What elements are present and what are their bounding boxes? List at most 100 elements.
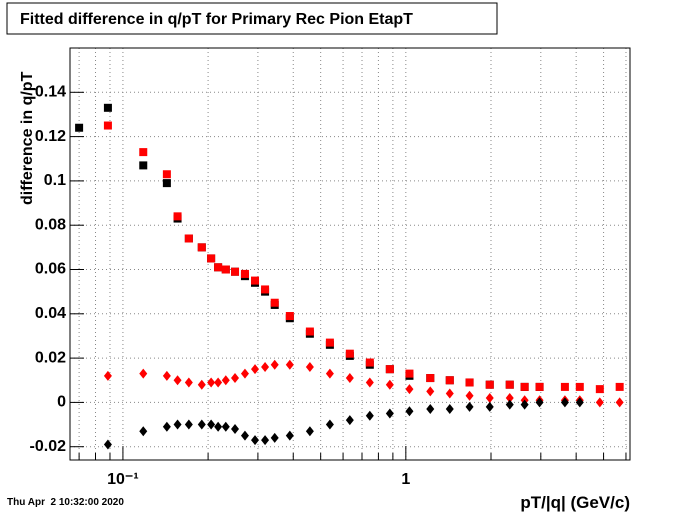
plot-area: 10⁻¹ 1 -0.02 0 0.02 0.04 0.06 0.08 0.1 0.12 0.14 [30, 47, 631, 488]
y-tick-label: 0.14 [35, 84, 66, 101]
diamond-marker [426, 404, 435, 415]
square-marker [345, 349, 354, 358]
diamond-marker [285, 359, 294, 370]
diamond-marker [231, 373, 240, 384]
diamond-marker [505, 392, 514, 403]
square-marker [162, 170, 171, 179]
diamond-marker [270, 359, 279, 370]
chart-title: Fitted difference in q/pT for Primary Re… [20, 11, 413, 28]
diamond-marker [162, 421, 171, 432]
diamond-marker [197, 419, 206, 430]
square-marker [575, 382, 584, 391]
square-marker [365, 358, 374, 367]
diamond-marker [445, 388, 454, 399]
square-marker [535, 382, 544, 391]
square-marker [197, 243, 206, 252]
square-marker [231, 267, 240, 276]
diamond-marker [615, 397, 624, 408]
diamond-marker [103, 370, 112, 381]
diamond-marker [214, 377, 223, 388]
diamond-marker [485, 401, 494, 412]
square-marker [285, 312, 294, 321]
x-tick-label: 1 [401, 471, 410, 488]
y-tick-label: 0 [57, 394, 66, 411]
diamond-marker [103, 439, 112, 450]
y-tick-label: -0.02 [30, 438, 67, 455]
square-marker [173, 212, 182, 221]
diamond-marker [365, 410, 374, 421]
y-tick-label: 0.12 [35, 128, 66, 145]
square-marker [184, 234, 193, 243]
diamond-marker [285, 430, 294, 441]
square-marker [75, 123, 84, 132]
square-marker [385, 365, 394, 374]
square-marker [207, 254, 216, 263]
diamond-marker [445, 404, 454, 415]
diamond-marker [207, 419, 216, 430]
square-marker [162, 179, 171, 188]
x-axis-label: pT/|q| (GeV/c) [520, 493, 630, 512]
diamond-marker [207, 377, 216, 388]
diamond-marker [325, 368, 334, 379]
diamond-marker [184, 377, 193, 388]
diamond-marker [162, 370, 171, 381]
diamond-marker [595, 397, 604, 408]
square-marker [465, 378, 474, 387]
diamond-marker [231, 423, 240, 434]
diamond-marker [261, 361, 270, 372]
diamond-marker [465, 401, 474, 412]
diamond-marker [305, 361, 314, 372]
square-marker [103, 121, 112, 130]
timestamp: Thu Apr 2 10:32:00 2020 [7, 497, 124, 508]
square-marker [595, 385, 604, 394]
square-marker [139, 148, 148, 157]
diamond-marker [240, 430, 249, 441]
diamond-marker [345, 415, 354, 426]
y-tick-label: 0.06 [35, 261, 66, 278]
diamond-marker [535, 397, 544, 408]
square-marker [240, 269, 249, 278]
diamond-marker [214, 421, 223, 432]
square-marker [485, 380, 494, 389]
square-marker [261, 285, 270, 294]
diamond-marker [139, 426, 148, 437]
title-box [6, 2, 498, 35]
diamond-marker [221, 421, 230, 432]
square-marker [214, 263, 223, 272]
diamond-marker [385, 379, 394, 390]
y-tick-label: 0.08 [35, 216, 66, 233]
diamond-marker [173, 375, 182, 386]
y-tick-label: 0.04 [35, 305, 66, 322]
diamond-marker [465, 390, 474, 401]
square-marker [505, 380, 514, 389]
diamond-marker [139, 368, 148, 379]
diamond-marker [261, 435, 270, 446]
diamond-marker [345, 373, 354, 384]
square-marker [305, 327, 314, 336]
diamond-marker [325, 419, 334, 430]
square-marker [615, 382, 624, 391]
diamond-marker [251, 364, 260, 375]
square-marker [445, 376, 454, 385]
diamond-marker [560, 397, 569, 408]
diamond-marker [385, 408, 394, 419]
square-marker [405, 369, 414, 378]
diamond-marker [575, 397, 584, 408]
diamond-marker [505, 399, 514, 410]
diamond-marker [270, 432, 279, 443]
square-marker [103, 103, 112, 112]
diamond-marker [405, 384, 414, 395]
square-marker [139, 161, 148, 170]
diamond-marker [251, 435, 260, 446]
diamond-marker [305, 426, 314, 437]
y-tick-label: 0.02 [35, 349, 66, 366]
plot-frame [69, 47, 631, 461]
square-marker [426, 374, 435, 383]
diamond-marker [173, 419, 182, 430]
square-marker [325, 338, 334, 347]
diamond-marker [221, 375, 230, 386]
x-tick-label: 10⁻¹ [107, 471, 139, 488]
diamond-marker [426, 386, 435, 397]
square-marker [560, 382, 569, 391]
